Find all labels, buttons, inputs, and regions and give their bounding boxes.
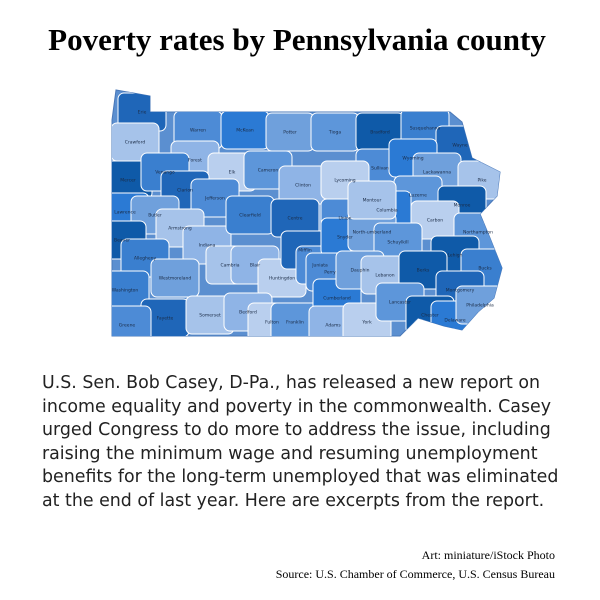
county-label: Elk [229,170,236,176]
county-label: Franklin [286,320,304,326]
county-label: Columbia [376,208,397,214]
county-label: Fulton [265,320,279,326]
county-label: Erie [138,110,147,116]
body-text: U.S. Sen. Bob Casey, D-Pa., has released… [42,373,559,511]
county-label: Fayette [157,316,174,322]
county-label: Warren [190,128,206,134]
county-label: Montour [363,198,382,204]
county-label: Wyoming [402,156,423,162]
county-label: Clinton [295,183,311,189]
county-label: Juniata [311,263,328,269]
county-label: Lawrence [114,210,136,216]
county-label: Cumberland [323,296,351,302]
county-label: Clarion [177,188,193,194]
county-label: Montgomery [446,288,475,294]
county-label: Pike [477,178,486,184]
county-label: Berks [417,268,430,274]
county-label: Monroe [454,203,471,209]
county-label: Lebanon [375,273,394,279]
county-label: Crawford [125,140,146,146]
county-label: Adams [325,323,341,329]
county-label: Snyder [337,235,353,241]
county [150,258,200,298]
county-labels: Erie Warren McKean Potter Tioga Bradford Susqu… [112,110,494,329]
county [112,305,152,336]
title: Poverty rates by Pennsylvania county [48,22,546,57]
counties [112,92,502,336]
county-label: Potter [283,130,297,136]
county-label: Bucks [478,266,492,272]
county-label: Forest [188,158,202,164]
county-label: Bedford [239,310,257,316]
county-label: Northampton [463,230,493,236]
county-label: Lehigh [447,253,462,259]
county-map: Erie Warren McKean Potter Tioga Bradford Susqu… [111,89,503,337]
county-label: York [361,320,372,326]
county-label: Cambria [221,263,240,269]
county-label: Union [338,216,351,222]
county-label: McKean [236,128,254,134]
county-label: Lycoming [334,178,355,184]
county-label: Centre [287,216,302,222]
credit: Art: miniature/iStock Photo [421,548,555,562]
county-label: Lackawanna [423,170,451,176]
county-label: Wayne [452,143,467,149]
county-label: North-umberland [353,230,392,236]
county-label: Chester [421,313,439,319]
county-label: Beaver [114,238,130,244]
county-label: Perry [324,270,336,276]
county-label: Jefferson [204,196,225,202]
county-label: Westmoreland [159,276,192,282]
county-label: Mifflin [298,248,312,254]
county-label: Washington [112,288,139,294]
county-label: Greene [119,323,136,329]
county-label: Allegheny [134,256,157,262]
county-label: Clearfield [239,213,261,219]
county-label: Delaware [444,318,465,324]
county-label: Lancaster [389,300,411,306]
county-label: Philadelphia [466,303,494,309]
county-label: Susquehanna [410,126,441,132]
county-label: Venango [155,170,175,176]
county-label: Luzerne [409,193,427,199]
county-label: Tioga [328,130,341,136]
county-label: Carbon [427,218,443,224]
county [347,180,397,220]
county-label: Blair [250,263,260,269]
county-label: Cameron [258,168,279,174]
county-label: Mercer [120,178,136,184]
county-label: Schuylkill [387,240,408,246]
county-label: Bradford [370,130,390,136]
county-label: Somerset [199,313,221,319]
county-label: Sullivan [371,166,389,172]
county-label: Butler [148,213,162,219]
county-label: Armstrong [168,226,192,232]
county-label: Huntingdon [269,276,295,282]
county-label: Indiana [199,243,216,249]
credit: Source: U.S. Chamber of Commerce, U.S. C… [275,567,555,581]
county-label: Dauphin [351,268,370,274]
